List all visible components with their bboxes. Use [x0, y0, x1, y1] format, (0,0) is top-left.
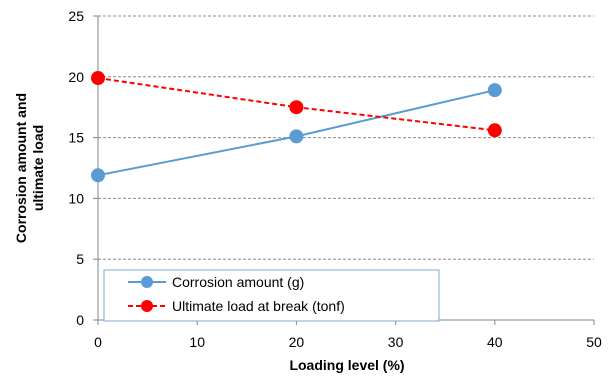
y-tick-label-25: 25: [68, 8, 84, 24]
y-axis-title-line-2: ultimate load: [30, 125, 46, 211]
y-axis-title: Corrosion amount and ultimate load: [13, 93, 46, 243]
series-0-point-0: [91, 168, 105, 183]
y-tick-label-5: 5: [76, 251, 84, 267]
y-tick-label-20: 20: [68, 69, 84, 85]
x-axis-title: Loading level (%): [289, 357, 404, 373]
gridlines: [98, 15, 594, 260]
tick-labels: 0 5 10 15 20 25 0 10 20 30 40 50: [68, 8, 602, 350]
x-tick-label-0: 0: [94, 334, 102, 350]
y-tick-label-0: 0: [76, 312, 84, 328]
x-tick-label-40: 40: [487, 334, 503, 350]
series-1-point-0: [91, 71, 105, 86]
legend-marker-ultimate-load: [141, 300, 153, 312]
legend-label-ultimate-load: Ultimate load at break (tonf): [172, 298, 345, 314]
legend-marker-corrosion: [141, 276, 153, 288]
x-tick-label-30: 30: [388, 334, 404, 350]
series-1-point-2: [487, 123, 502, 138]
y-tick-label-10: 10: [68, 190, 84, 206]
series-0-point-2: [487, 83, 502, 98]
legend: Corrosion amount (g) Ultimate load at br…: [103, 269, 440, 322]
y-tick-label-15: 15: [68, 130, 84, 146]
x-tick-label-50: 50: [586, 334, 602, 350]
x-tick-label-10: 10: [189, 334, 205, 350]
series: [91, 71, 502, 183]
y-axis-title-line-1: Corrosion amount and: [13, 93, 29, 243]
series-0-point-1: [289, 129, 304, 144]
legend-entry-corrosion: Corrosion amount (g): [128, 274, 304, 290]
legend-box: [103, 269, 440, 322]
legend-label-corrosion: Corrosion amount (g): [172, 274, 304, 290]
legend-entry-ultimate-load: Ultimate load at break (tonf): [128, 298, 345, 314]
x-tick-label-20: 20: [289, 334, 305, 350]
series-1-point-1: [289, 100, 304, 115]
